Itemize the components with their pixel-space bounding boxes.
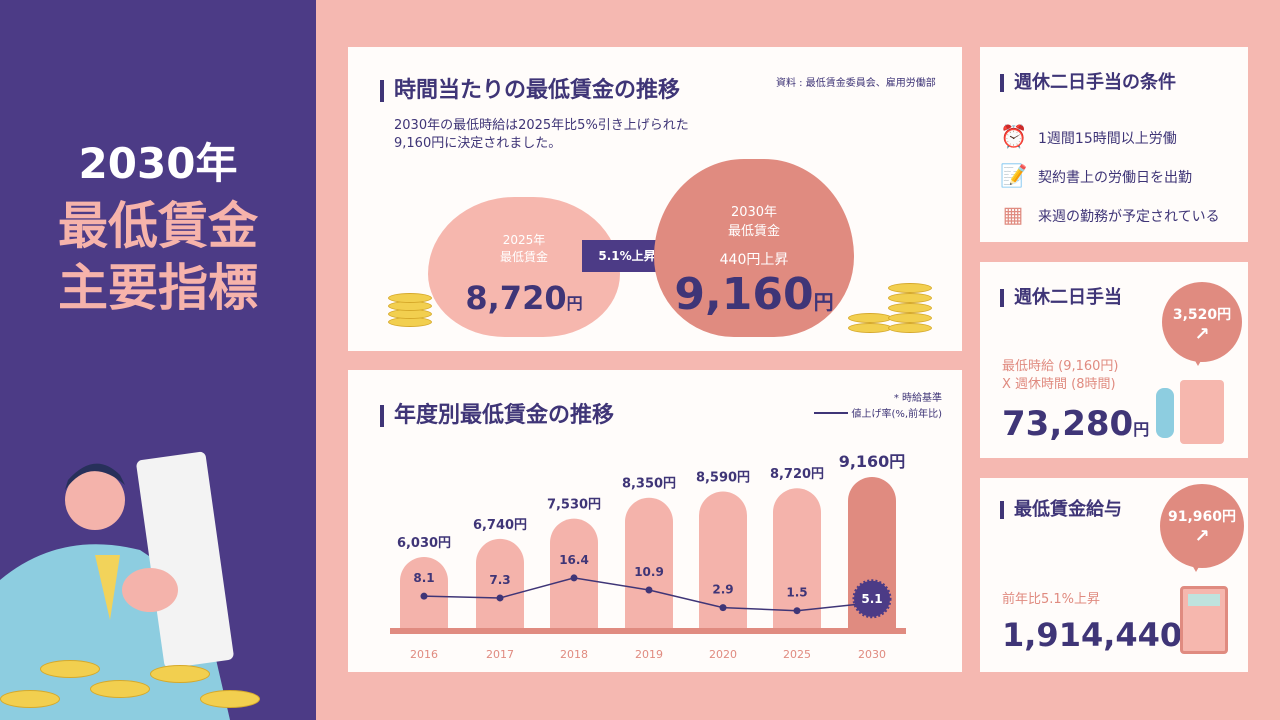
bar-value-label: 6,740円 — [473, 518, 527, 533]
allowance-value: 73,280 — [1002, 404, 1134, 444]
hourly-wage-card: 時間当たりの最低賃金の推移 資料 : 最低賃金委員会、雇用労働部 2030年の最… — [348, 47, 962, 351]
bubble-value: 3,520円 — [1172, 307, 1232, 323]
conditions-card: 週休二日手当の条件 ⏰ 1週間15時間以上労働 📝 契約書上の労働日を出勤 ▦ 来週の… — [980, 47, 1248, 242]
formula-line: 最低時給 (9,160円) — [1002, 359, 1119, 374]
sidebar-title: 最低賃金 主要指標 — [0, 195, 316, 319]
x-tick-label: 2018 — [560, 648, 588, 661]
rate-highlight-badge — [852, 579, 892, 619]
salary-value: 1,914,440 — [1002, 616, 1183, 654]
bag-value: 8,720 — [465, 279, 567, 317]
condition-item: ⏰ 1週間15時間以上労働 — [1000, 125, 1177, 151]
condition-label: 契約書上の労働日を出勤 — [1038, 170, 1192, 186]
x-tick-label: 2025 — [783, 648, 811, 661]
sidebar-year: 2030年 — [78, 139, 238, 188]
bag-label: 2025年 — [502, 233, 546, 247]
money-bag-2030: 2030年 最低賃金 440円上昇 9,160円 — [654, 159, 854, 337]
chart-title: 年度別最低賃金の推移 — [380, 405, 614, 427]
rate-label: 8.1 — [413, 571, 434, 585]
bar-value-label: 8,590円 — [696, 471, 750, 486]
allowance-formula: 最低時給 (9,160円) X 週休時間 (8時間) — [1002, 358, 1119, 394]
rate-point — [570, 574, 578, 582]
bar — [773, 488, 821, 628]
bar — [400, 556, 448, 628]
rate-point — [645, 586, 653, 594]
salary-desc: 前年比5.1%上昇 — [1002, 592, 1101, 607]
calculator-person-illustration — [1180, 380, 1224, 444]
rate-label: 2.9 — [712, 583, 733, 597]
description: 2030年の最低時給は2025年比5%引き上げられた 9,160円に決定されました… — [394, 117, 689, 153]
contract-icon: 📝 — [1000, 164, 1028, 189]
rate-label: 5.1 — [861, 592, 882, 606]
yearly-chart-card: 年度別最低賃金の推移 * 時給基準 値上げ率(%,前年比) 6,030円 2016… — [348, 370, 962, 672]
yen-unit: 円 — [1133, 420, 1150, 439]
x-tick-label: 2017 — [486, 648, 514, 661]
title-line-1: 最低賃金 — [58, 197, 258, 255]
rate-label: 16.4 — [559, 553, 589, 567]
bar-value-label: 7,530円 — [547, 498, 601, 513]
condition-item: ▦ 来週の勤務が予定されている — [1000, 203, 1220, 229]
bar-value-label: 8,350円 — [622, 477, 676, 492]
rate-point — [420, 592, 428, 600]
x-tick-label: 2019 — [635, 648, 663, 661]
alarm-clock-icon: ⏰ — [1000, 125, 1028, 150]
rate-label: 1.5 — [786, 586, 807, 600]
calculator-icon — [1180, 586, 1228, 654]
salary-card: 最低賃金給与 91,960円↗ 前年比5.1%上昇 1,914,440円 — [980, 478, 1248, 672]
rate-point — [719, 604, 727, 612]
x-tick-label: 2016 — [410, 648, 438, 661]
allowance-bubble: 3,520円 ↗ — [1162, 282, 1242, 366]
arrow-label: 5.1%上昇 — [598, 249, 656, 263]
rate-label: 7.3 — [489, 573, 510, 587]
desc-line: 9,160円に決定されました。 — [394, 136, 562, 151]
legend-label: 値上げ率(%,前年比) — [851, 409, 942, 420]
rate-label: 10.9 — [634, 565, 664, 579]
allowance-title: 週休二日手当 — [1000, 289, 1122, 307]
source-note: 資料 : 最低賃金委員会、雇用労働部 — [776, 78, 936, 89]
x-tick-label: 2020 — [709, 648, 737, 661]
bar — [476, 538, 524, 628]
bag-value: 9,160 — [674, 269, 814, 320]
trend-up-icon: ↗ — [1194, 324, 1210, 345]
card-title: 時間当たりの最低賃金の推移 — [380, 80, 680, 102]
bar-value-label: 9,160円 — [839, 452, 906, 471]
chart-baseline — [390, 628, 906, 634]
rate-point — [793, 607, 801, 615]
chart-legend: 値上げ率(%,前年比) — [813, 405, 942, 420]
x-tick-label: 2030 — [858, 648, 886, 661]
condition-label: 1週間15時間以上労働 — [1038, 131, 1177, 147]
salary-bubble: 91,960円 ↗ — [1160, 484, 1244, 572]
rate-point — [496, 594, 504, 602]
bar — [625, 497, 673, 628]
bubble-value: 91,960円 — [1167, 509, 1237, 525]
desc-line: 2030年の最低時給は2025年比5%引き上げられた — [394, 118, 689, 133]
money-bag-2025: 2025年 最低賃金 8,720円 — [428, 197, 620, 337]
bag-rise: 440円上昇 — [719, 252, 789, 268]
bag-label: 2030年 — [730, 205, 778, 220]
allowance-card: 週休二日手当 3,520円 ↗ 最低時給 (9,160円) X 週休時間 (8時間)… — [980, 262, 1248, 458]
condition-item: 📝 契約書上の労働日を出勤 — [1000, 164, 1192, 190]
condition-label: 来週の勤務が予定されている — [1038, 209, 1220, 225]
salary-title: 最低賃金給与 — [1000, 501, 1122, 519]
yen-unit: 円 — [813, 290, 834, 314]
conditions-title: 週休二日手当の条件 — [1000, 74, 1176, 92]
yen-unit: 円 — [566, 294, 583, 313]
calendar-icon: ▦ — [1002, 203, 1024, 228]
person-illustration — [1156, 388, 1174, 438]
legend-line — [813, 411, 848, 414]
trend-up-icon: ↗ — [1194, 526, 1210, 547]
bag-label: 最低賃金 — [499, 250, 548, 264]
formula-line: X 週休時間 (8時間) — [1002, 377, 1116, 392]
chart-note: * 時給基準 — [893, 393, 942, 404]
sidebar: 2030年 最低賃金 主要指標 — [0, 0, 316, 720]
bar — [699, 491, 747, 628]
bar-line-chart: 6,030円 2016 6,740円 2017 7,530円 2018 8,350円 2019… — [390, 452, 906, 661]
bar-value-label: 6,030円 — [397, 536, 451, 551]
bar — [550, 518, 598, 628]
bag-label: 最低賃金 — [727, 224, 780, 239]
title-line-2: 主要指標 — [58, 259, 258, 317]
bar-value-label: 8,720円 — [770, 467, 824, 482]
